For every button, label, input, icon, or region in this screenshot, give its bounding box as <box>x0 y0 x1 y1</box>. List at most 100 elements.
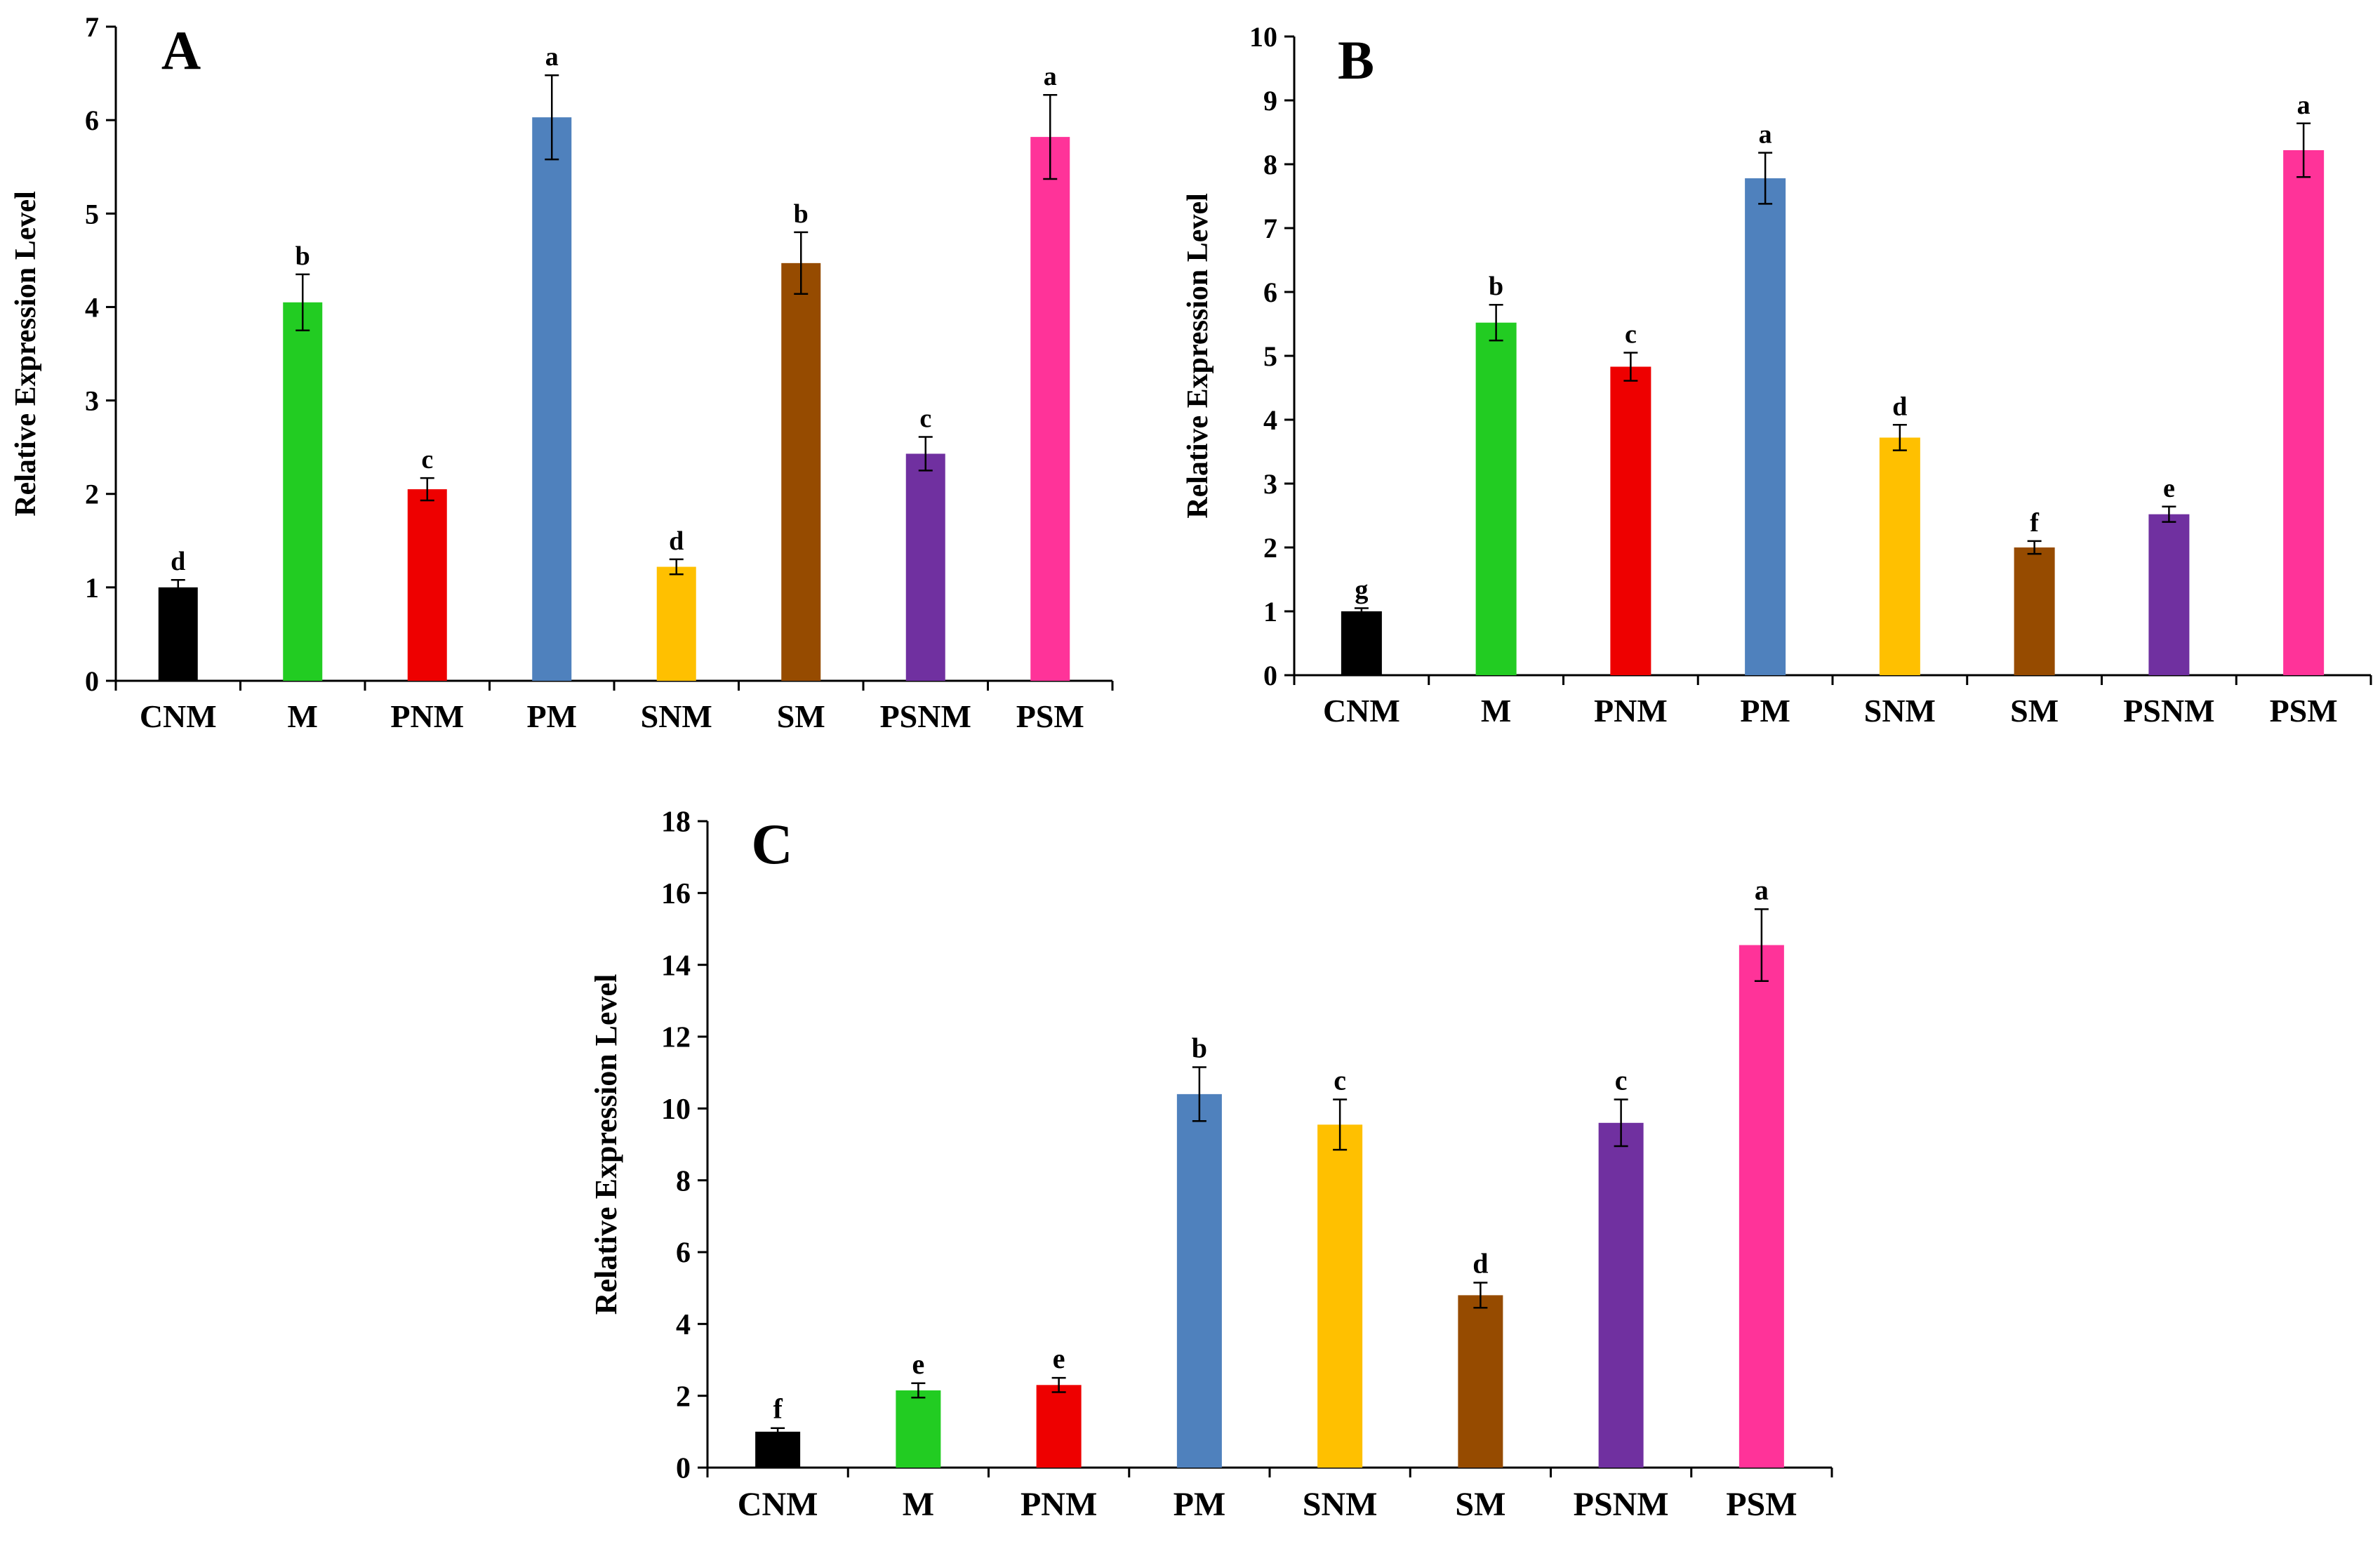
chart1-category-label: PM <box>526 698 577 734</box>
chart1-category-label: SNM <box>641 698 712 734</box>
chart3-significance-label: f <box>773 1393 783 1425</box>
chart2-category-label: PSNM <box>2123 693 2214 729</box>
chart1-category-label: PSM <box>1016 698 1084 734</box>
chart3-y-tick-label: 14 <box>661 950 691 982</box>
chart3-y-tick-label: 8 <box>676 1165 691 1197</box>
chart3-category-label: M <box>903 1486 934 1523</box>
chart1-bar-sm <box>781 262 821 681</box>
chart1-significance-label: d <box>669 526 684 556</box>
chart1-bar-snm <box>656 566 696 681</box>
chart-panel-c: 0 2 4 6 8 10 12 14 16 18 f CNM e Me PNM b PM c SNM d SM c PSNM… <box>589 806 1833 1523</box>
chart3-significance-label: e <box>1053 1343 1065 1374</box>
chart3-y-tick-label: 12 <box>661 1022 691 1054</box>
chart1-category-label: CNM <box>140 698 217 734</box>
chart3-significance-label: c <box>1334 1065 1346 1096</box>
chart2-y-tick-label: 1 <box>1263 596 1277 627</box>
chart2-y-tick-label: 8 <box>1263 149 1277 180</box>
chart3-y-tick-label: 10 <box>661 1094 691 1126</box>
chart3-bar-m <box>896 1390 941 1468</box>
chart2-category-label: PNM <box>1594 693 1668 729</box>
chart1-category-label: M <box>288 698 318 734</box>
chart2-category-label: CNM <box>1323 693 1400 729</box>
chart3-significance-label: d <box>1472 1247 1488 1279</box>
chart3-y-tick-label: 0 <box>676 1453 691 1485</box>
chart3-category-label: PNM <box>1021 1486 1097 1523</box>
chart2-bar-psnm <box>2148 514 2190 675</box>
chart1-y-tick-label: 3 <box>85 385 99 417</box>
chart1-significance-label: d <box>171 547 185 576</box>
chart2-category-label: SM <box>2010 693 2059 729</box>
chart2-significance-label: a <box>1759 120 1772 149</box>
chart3-bar-cnm <box>755 1431 801 1468</box>
chart3-significance-label: c <box>1615 1065 1628 1096</box>
chart1-significance-label: a <box>1044 62 1057 91</box>
chart1-bar-pm <box>532 117 572 682</box>
chart3-significance-label: a <box>1755 874 1769 905</box>
chart3-y-tick-label: 16 <box>661 878 691 910</box>
chart3-category-label: CNM <box>738 1486 818 1523</box>
chart1-significance-label: c <box>421 445 433 474</box>
chart-panel-a: 0 1 2 3 4 5 6 7 d CNM b Mc PNM a PM d SNM b SM c PSNM a PSM Rel… <box>10 11 1114 734</box>
chart1-y-tick-label: 1 <box>85 572 99 604</box>
chart1-y-tick-label: 7 <box>85 11 99 43</box>
chart2-bar-snm <box>1879 437 1920 675</box>
chart2-significance-label: d <box>1892 392 1907 421</box>
chart2-significance-label: b <box>1489 272 1503 301</box>
chart3-y-tick-label: 4 <box>676 1309 691 1341</box>
chart3-bar-snm <box>1317 1124 1363 1468</box>
chart2-category-label: PSM <box>2270 693 2338 729</box>
chart1-y-tick-label: 6 <box>85 105 99 136</box>
chart1-significance-label: b <box>794 199 809 229</box>
chart2-significance-label: a <box>2297 91 2311 120</box>
chart2-significance-label: f <box>2030 508 2040 538</box>
chart2-y-tick-label: 5 <box>1263 340 1277 372</box>
chart1-y-tick-label: 0 <box>85 665 99 697</box>
chart1-bar-psnm <box>905 453 945 681</box>
chart1-bar-pnm <box>407 489 447 681</box>
chart3-significance-label: b <box>1192 1032 1207 1063</box>
chart1-bar-m <box>283 302 323 681</box>
chart1-bar-cnm <box>158 587 198 681</box>
chart3-category-label: PSNM <box>1574 1486 1669 1523</box>
chart2-bar-cnm <box>1341 611 1382 675</box>
chart3-y-tick-label: 6 <box>676 1237 691 1270</box>
chart2-bar-psm <box>2283 149 2325 676</box>
chart1-category-label: PSNM <box>880 698 971 734</box>
chart3-y-tick-label: 2 <box>676 1381 691 1413</box>
chart1-significance-label: b <box>295 241 310 271</box>
chart1-significance-label: c <box>919 404 931 433</box>
chart2-panel-letter: B <box>1338 29 1374 91</box>
chart1-y-tick-label: 2 <box>85 479 99 510</box>
chart2-y-tick-label: 4 <box>1263 404 1277 436</box>
chart2-y-axis-title: Relative Expression Level <box>1182 193 1214 519</box>
chart3-bar-sm <box>1458 1295 1503 1468</box>
chart1-significance-label: a <box>545 42 559 72</box>
chart1-panel-letter: A <box>161 20 201 81</box>
chart1-bar-psm <box>1030 137 1070 681</box>
chart2-category-label: M <box>1481 693 1511 729</box>
chart2-category-label: PM <box>1740 693 1790 729</box>
chart3-y-tick-label: 18 <box>661 806 691 839</box>
chart2-significance-label: c <box>1625 319 1637 349</box>
chart2-y-tick-label: 3 <box>1263 468 1277 500</box>
chart2-y-tick-label: 2 <box>1263 532 1277 564</box>
chart1-y-axis-title: Relative Expression Level <box>10 191 42 517</box>
chart3-category-label: SNM <box>1303 1486 1378 1523</box>
chart1-category-label: PNM <box>390 698 464 734</box>
chart3-category-label: PSM <box>1726 1486 1797 1523</box>
chart2-bar-sm <box>2014 547 2055 675</box>
chart3-panel-letter: C <box>751 812 792 876</box>
chart2-y-tick-label: 6 <box>1263 277 1277 308</box>
chart1-category-label: SM <box>777 698 825 734</box>
chart-panel-b: 0 1 2 3 4 5 6 7 8 9 10 g CNM b Mc PNM a PM d SNM f SM e PSNM a PS… <box>1182 21 2372 729</box>
chart3-bar-psm <box>1739 945 1784 1468</box>
chart2-category-label: SNM <box>1864 693 1936 729</box>
chart2-bar-pnm <box>1610 366 1651 675</box>
chart2-bar-m <box>1475 322 1517 675</box>
chart3-bar-pnm <box>1036 1385 1082 1468</box>
chart3-category-label: SM <box>1455 1486 1505 1523</box>
chart2-y-tick-label: 10 <box>1249 21 1277 53</box>
chart2-bar-pm <box>1745 178 1786 675</box>
chart2-significance-label: e <box>2163 474 2175 503</box>
